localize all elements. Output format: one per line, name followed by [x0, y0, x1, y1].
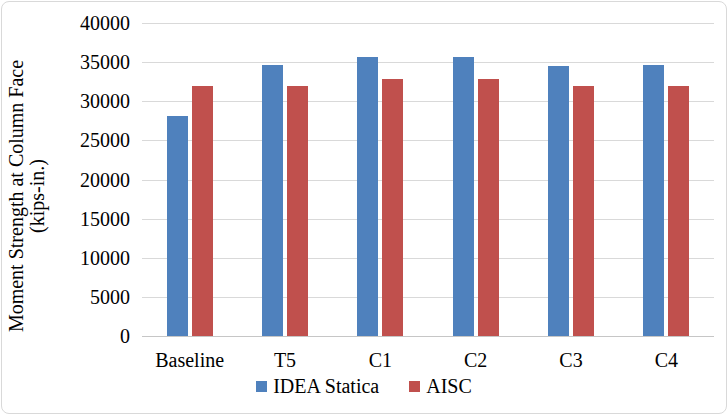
- legend-swatch-aisc: [409, 381, 420, 392]
- bar-group-c3: [523, 66, 618, 336]
- y-tick-label-35000: 35000: [50, 51, 130, 73]
- bar-idea-statica-c2: [453, 57, 474, 336]
- y-tick-label-20000: 20000: [50, 169, 130, 191]
- bar-group-c2: [428, 57, 523, 336]
- legend-item-idea-statica: IDEA Statica: [256, 375, 379, 397]
- y-axis-title-line1: Moment Strength at Column Face: [6, 28, 27, 364]
- plot-area: [142, 23, 714, 337]
- legend-swatch-idea-statica: [256, 381, 267, 392]
- legend-item-aisc: AISC: [409, 375, 472, 397]
- legend-label-aisc: AISC: [426, 375, 472, 397]
- y-axis-title: Moment Strength at Column Face (kips-in.…: [6, 28, 48, 364]
- x-axis-label-c2: C2: [428, 349, 523, 371]
- bar-aisc-baseline: [192, 86, 213, 336]
- y-tick-label-5000: 5000: [50, 286, 130, 308]
- x-axis-line: [142, 336, 714, 337]
- y-axis-title-line2: (kips-in.): [27, 28, 48, 364]
- bar-idea-statica-baseline: [167, 116, 188, 336]
- y-tick-label-40000: 40000: [50, 12, 130, 34]
- bar-aisc-t5: [287, 86, 308, 336]
- y-tick-label-0: 0: [50, 325, 130, 347]
- y-tick-label-25000: 25000: [50, 129, 130, 151]
- y-tick-label-30000: 30000: [50, 90, 130, 112]
- legend-label-idea-statica: IDEA Statica: [273, 375, 379, 397]
- y-tick-label-15000: 15000: [50, 208, 130, 230]
- legend: IDEA Statica AISC: [0, 374, 728, 398]
- y-tick-label-10000: 10000: [50, 247, 130, 269]
- bar-idea-statica-c1: [357, 57, 378, 336]
- bar-idea-statica-c4: [643, 65, 664, 336]
- bar-aisc-c2: [478, 79, 499, 336]
- bar-group-c4: [619, 65, 714, 336]
- bar-group-c1: [333, 57, 428, 336]
- x-axis-label-c3: C3: [523, 349, 618, 371]
- x-axis-label-t5: T5: [237, 349, 332, 371]
- bar-aisc-c4: [668, 86, 689, 336]
- moment-strength-bar-chart: Moment Strength at Column Face (kips-in.…: [0, 0, 728, 415]
- bar-aisc-c3: [573, 86, 594, 336]
- bar-group-t5: [237, 65, 332, 336]
- x-axis-label-c4: C4: [619, 349, 714, 371]
- bar-idea-statica-t5: [262, 65, 283, 336]
- bar-idea-statica-c3: [548, 66, 569, 336]
- x-axis-label-c1: C1: [333, 349, 428, 371]
- bar-group-baseline: [142, 86, 237, 336]
- gridline: [142, 23, 714, 24]
- bar-aisc-c1: [382, 79, 403, 336]
- x-axis-label-baseline: Baseline: [142, 349, 237, 371]
